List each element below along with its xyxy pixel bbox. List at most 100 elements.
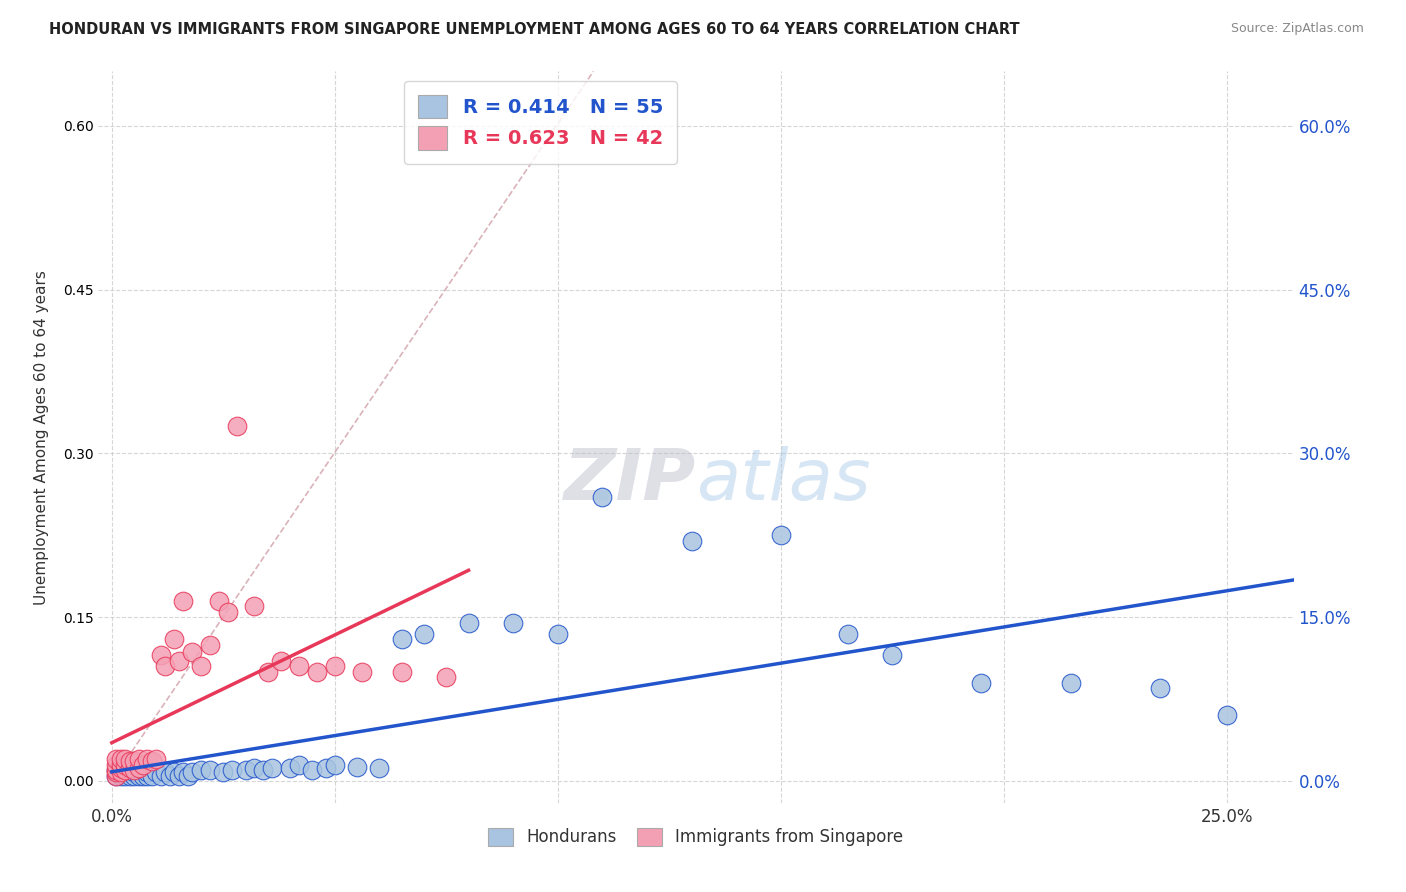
Point	[1215, 708, 1237, 723]
Legend: Hondurans, Immigrants from Singapore: Hondurans, Immigrants from Singapore	[482, 821, 910, 853]
Point	[217, 605, 239, 619]
Point	[208, 594, 231, 608]
Point	[212, 765, 235, 780]
Point	[114, 757, 136, 772]
Point	[105, 768, 128, 782]
Text: HONDURAN VS IMMIGRANTS FROM SINGAPORE UNEMPLOYMENT AMONG AGES 60 TO 64 YEARS COR: HONDURAN VS IMMIGRANTS FROM SINGAPORE UN…	[49, 22, 1019, 37]
Point	[457, 615, 479, 630]
Point	[591, 490, 613, 504]
Point	[288, 757, 311, 772]
Point	[172, 765, 194, 780]
Point	[122, 765, 145, 780]
Point	[323, 757, 346, 772]
Point	[149, 768, 172, 782]
Point	[190, 659, 212, 673]
Point	[198, 763, 221, 777]
Point	[434, 670, 457, 684]
Point	[114, 765, 136, 780]
Point	[278, 761, 301, 775]
Point	[346, 760, 368, 774]
Point	[221, 763, 243, 777]
Point	[110, 761, 132, 775]
Point	[155, 765, 177, 780]
Point	[105, 768, 128, 782]
Point	[305, 665, 328, 679]
Point	[547, 626, 569, 640]
Point	[159, 768, 181, 782]
Point	[1149, 681, 1171, 695]
Point	[128, 752, 150, 766]
Point	[136, 765, 159, 780]
Point	[163, 632, 186, 646]
Point	[181, 765, 204, 780]
Point	[122, 754, 145, 768]
Point	[225, 419, 247, 434]
Point	[122, 763, 145, 777]
Point	[132, 763, 155, 777]
Point	[105, 757, 128, 772]
Point	[110, 757, 132, 772]
Point	[145, 765, 167, 780]
Text: ZIP: ZIP	[564, 447, 696, 516]
Point	[172, 594, 194, 608]
Point	[243, 761, 266, 775]
Point	[149, 648, 172, 663]
Point	[970, 675, 993, 690]
Point	[315, 761, 337, 775]
Point	[167, 768, 190, 782]
Point	[110, 765, 132, 780]
Point	[198, 638, 221, 652]
Point	[110, 763, 132, 777]
Point	[882, 648, 904, 663]
Point	[769, 528, 792, 542]
Point	[141, 768, 163, 782]
Point	[141, 754, 163, 768]
Point	[118, 768, 141, 782]
Point	[413, 626, 436, 640]
Point	[128, 768, 150, 782]
Point	[136, 768, 159, 782]
Point	[118, 763, 141, 777]
Point	[262, 761, 284, 775]
Point	[167, 654, 190, 668]
Point	[155, 659, 177, 673]
Point	[114, 768, 136, 782]
Point	[270, 654, 292, 668]
Point	[122, 768, 145, 782]
Point	[391, 665, 413, 679]
Point	[110, 752, 132, 766]
Point	[128, 763, 150, 777]
Point	[118, 761, 141, 775]
Y-axis label: Unemployment Among Ages 60 to 64 years: Unemployment Among Ages 60 to 64 years	[34, 269, 49, 605]
Point	[502, 615, 524, 630]
Point	[837, 626, 859, 640]
Point	[301, 763, 323, 777]
Point	[368, 761, 391, 775]
Point	[105, 763, 128, 777]
Point	[190, 763, 212, 777]
Point	[114, 752, 136, 766]
Point	[105, 752, 128, 766]
Point	[114, 763, 136, 777]
Point	[350, 665, 373, 679]
Point	[681, 533, 703, 548]
Point	[176, 768, 198, 782]
Point	[288, 659, 311, 673]
Text: atlas: atlas	[696, 447, 870, 516]
Point	[252, 763, 274, 777]
Point	[181, 645, 204, 659]
Point	[163, 765, 186, 780]
Point	[132, 768, 155, 782]
Point	[105, 765, 128, 780]
Point	[323, 659, 346, 673]
Point	[391, 632, 413, 646]
Point	[136, 752, 159, 766]
Point	[110, 768, 132, 782]
Point	[1059, 675, 1081, 690]
Point	[235, 763, 257, 777]
Point	[243, 599, 266, 614]
Point	[105, 763, 128, 777]
Point	[132, 757, 155, 772]
Text: Source: ZipAtlas.com: Source: ZipAtlas.com	[1230, 22, 1364, 36]
Point	[118, 754, 141, 768]
